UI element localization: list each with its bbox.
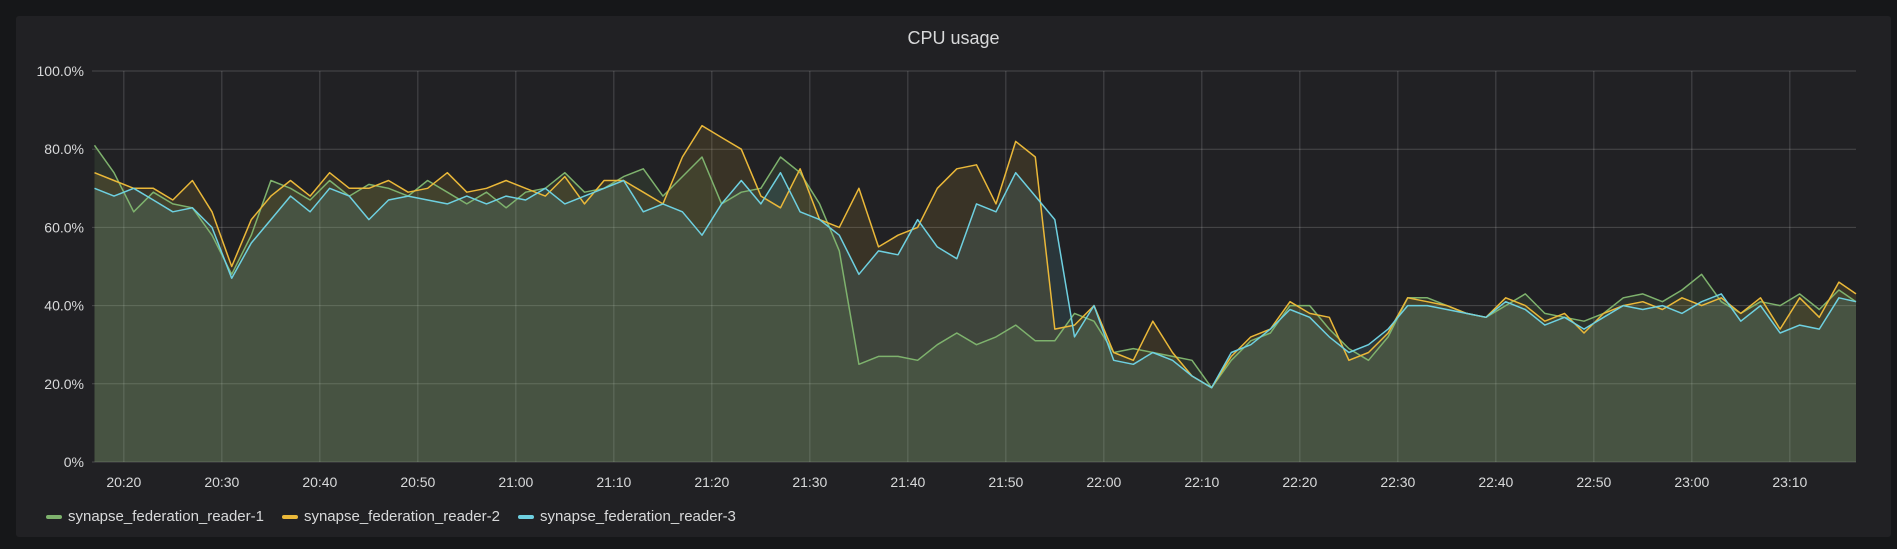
- legend-swatch-reader-2: [281, 514, 298, 519]
- y-tick-label: 100.0%: [37, 63, 84, 79]
- x-axis: 20:20 20:30 20:40 20:50 21:00 21:10 21:20 21:30…: [106, 474, 1807, 490]
- x-tick-label: 22:50: [1576, 474, 1611, 490]
- x-tick-label: 20:20: [106, 474, 141, 490]
- series-area-reader-1: [94, 145, 1856, 463]
- legend-label: synapse_federation_reader-3: [539, 508, 736, 525]
- y-tick-label: 60.0%: [44, 219, 84, 235]
- x-tick-label: 22:20: [1282, 474, 1317, 490]
- y-tick-label: 80.0%: [44, 141, 84, 157]
- x-tick-label: 22:00: [1086, 474, 1121, 490]
- legend-item-reader-1[interactable]: synapse_federation_reader-1: [46, 508, 264, 525]
- legend-item-reader-3[interactable]: synapse_federation_reader-3: [517, 508, 736, 525]
- y-tick-label: 20.0%: [44, 376, 84, 392]
- legend-swatch-reader-1: [46, 514, 62, 519]
- x-tick-label: 23:00: [1674, 474, 1709, 490]
- panel-title[interactable]: CPU usage: [907, 28, 1000, 48]
- series-area-reader-3: [94, 172, 1856, 462]
- legend-label: synapse_federation_reader-1: [68, 508, 264, 525]
- legend: synapse_federation_reader-1 synapse_fede…: [46, 508, 736, 525]
- x-tick-label: 20:40: [302, 474, 337, 490]
- x-tick-label: 21:50: [988, 474, 1023, 490]
- x-tick-label: 23:10: [1772, 474, 1807, 490]
- y-axis: 0% 20.0% 40.0% 60.0% 80.0% 100.0%: [37, 63, 84, 470]
- x-tick-label: 20:50: [400, 474, 435, 490]
- x-tick-label: 21:20: [694, 474, 729, 490]
- x-tick-label: 21:40: [890, 474, 925, 490]
- legend-item-reader-2[interactable]: synapse_federation_reader-2: [281, 508, 500, 525]
- series-area-reader-2: [94, 125, 1856, 462]
- x-tick-label: 21:30: [792, 474, 827, 490]
- chart-panel: CPU usage: [16, 16, 1891, 537]
- x-tick-label: 22:30: [1380, 474, 1415, 490]
- grid: [92, 70, 1856, 463]
- series-fills: [94, 125, 1856, 463]
- y-tick-label: 0%: [64, 454, 84, 470]
- series-lines: [93, 124, 1857, 389]
- x-tick-label: 22:10: [1184, 474, 1219, 490]
- y-tick-label: 40.0%: [44, 298, 84, 314]
- x-tick-label: 22:40: [1478, 474, 1513, 490]
- series-line-reader-3[interactable]: [94, 171, 1857, 389]
- legend-label: synapse_federation_reader-2: [303, 508, 500, 525]
- x-tick-label: 21:10: [596, 474, 631, 490]
- series-line-reader-2[interactable]: [94, 124, 1857, 389]
- legend-swatch-reader-3: [517, 514, 534, 519]
- x-tick-label: 20:30: [204, 474, 239, 490]
- x-tick-label: 21:00: [498, 474, 533, 490]
